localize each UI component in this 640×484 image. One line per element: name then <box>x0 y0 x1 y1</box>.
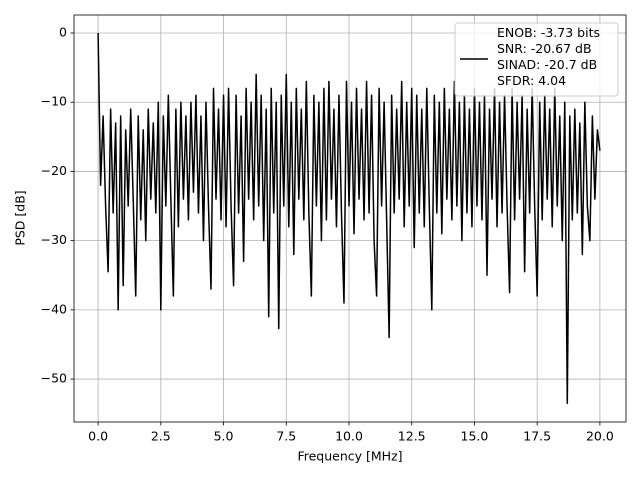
legend-box <box>454 22 619 97</box>
ticks: 0.0 2.5 5.0 7.5 10.0 12.5 15.0 17.5 20.0 0 −10 −20 −… <box>41 24 614 443</box>
axes-frame <box>73 14 627 423</box>
y-tick-label: −10 <box>41 94 67 109</box>
y-tick-label: −20 <box>41 163 67 178</box>
x-tick-label: 17.5 <box>523 429 551 444</box>
x-tick-label: 15.0 <box>461 429 489 444</box>
legend: ENOB: -3.73 bits SNR: -20.67 dB SINAD: -… <box>454 22 619 97</box>
y-axis-label: PSD [dB] <box>13 190 28 245</box>
x-tick-label: 2.5 <box>151 429 171 444</box>
legend-label: ENOB: -3.73 bits SNR: -20.67 dB SINAD: -… <box>497 25 600 88</box>
y-tick-label: −30 <box>41 232 67 247</box>
x-tick-label: 7.5 <box>276 429 296 444</box>
y-tick-label: −40 <box>41 301 67 316</box>
legend-label-box: ENOB: -3.73 bits SNR: -20.67 dB SINAD: -… <box>497 25 600 88</box>
x-axis-label: Frequency [MHz] <box>297 449 402 464</box>
plot-area <box>97 32 601 405</box>
x-tick-label: 10.0 <box>335 429 363 444</box>
y-tick-label: 0 <box>59 24 67 39</box>
x-tick-label: 20.0 <box>586 429 614 444</box>
x-tick-label: 12.5 <box>398 429 426 444</box>
x-tick-label: 0.0 <box>88 429 108 444</box>
y-tick-label: −50 <box>41 371 67 386</box>
x-tick-label: 5.0 <box>214 429 234 444</box>
data-line <box>97 32 601 405</box>
